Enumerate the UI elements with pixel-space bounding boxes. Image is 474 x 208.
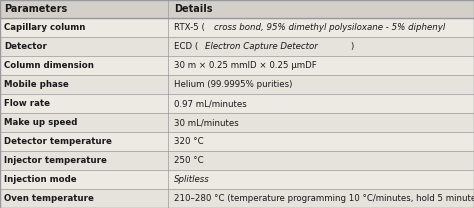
Bar [0, 75, 474, 94]
Text: Helium (99.9995% purities): Helium (99.9995% purities) [174, 80, 292, 89]
Text: RTX-5 (: RTX-5 ( [174, 23, 205, 32]
Bar [0, 189, 474, 208]
Bar [0, 113, 474, 132]
Bar [0, 132, 474, 151]
Bar [0, 18, 474, 37]
Text: Mobile phase: Mobile phase [4, 80, 69, 89]
Bar [0, 56, 474, 75]
Text: 250 °C: 250 °C [174, 156, 203, 165]
Text: 0.97 mL/minutes: 0.97 mL/minutes [174, 99, 246, 108]
Text: 320 °C: 320 °C [174, 137, 203, 146]
Bar [0, 37, 474, 56]
Text: Oven temperature: Oven temperature [4, 194, 94, 203]
Text: Make up speed: Make up speed [4, 118, 77, 127]
Text: Parameters: Parameters [4, 4, 67, 14]
Text: cross bond, 95% dimethyl polysiloxane - 5% diphenyl: cross bond, 95% dimethyl polysiloxane - … [214, 23, 445, 32]
Bar [0, 151, 474, 170]
Bar [0, 94, 474, 113]
Text: ): ) [351, 42, 354, 51]
Text: Detector temperature: Detector temperature [4, 137, 112, 146]
Text: Details: Details [174, 4, 212, 14]
Bar [0, 170, 474, 189]
Text: 30 m × 0.25 mmID × 0.25 μmDF: 30 m × 0.25 mmID × 0.25 μmDF [174, 61, 317, 70]
Text: Splitless: Splitless [174, 175, 210, 184]
Text: ECD (: ECD ( [174, 42, 198, 51]
Bar [0, 0, 474, 18]
Text: 30 mL/minutes: 30 mL/minutes [174, 118, 239, 127]
Text: Electron Capture Detector: Electron Capture Detector [205, 42, 318, 51]
Text: Flow rate: Flow rate [4, 99, 50, 108]
Text: Injection mode: Injection mode [4, 175, 76, 184]
Text: Column dimension: Column dimension [4, 61, 94, 70]
Text: 210–280 °C (temperature programming 10 °C/minutes, hold 5 minutes): 210–280 °C (temperature programming 10 °… [174, 194, 474, 203]
Text: Injector temperature: Injector temperature [4, 156, 107, 165]
Text: Capillary column: Capillary column [4, 23, 85, 32]
Text: Detector: Detector [4, 42, 46, 51]
